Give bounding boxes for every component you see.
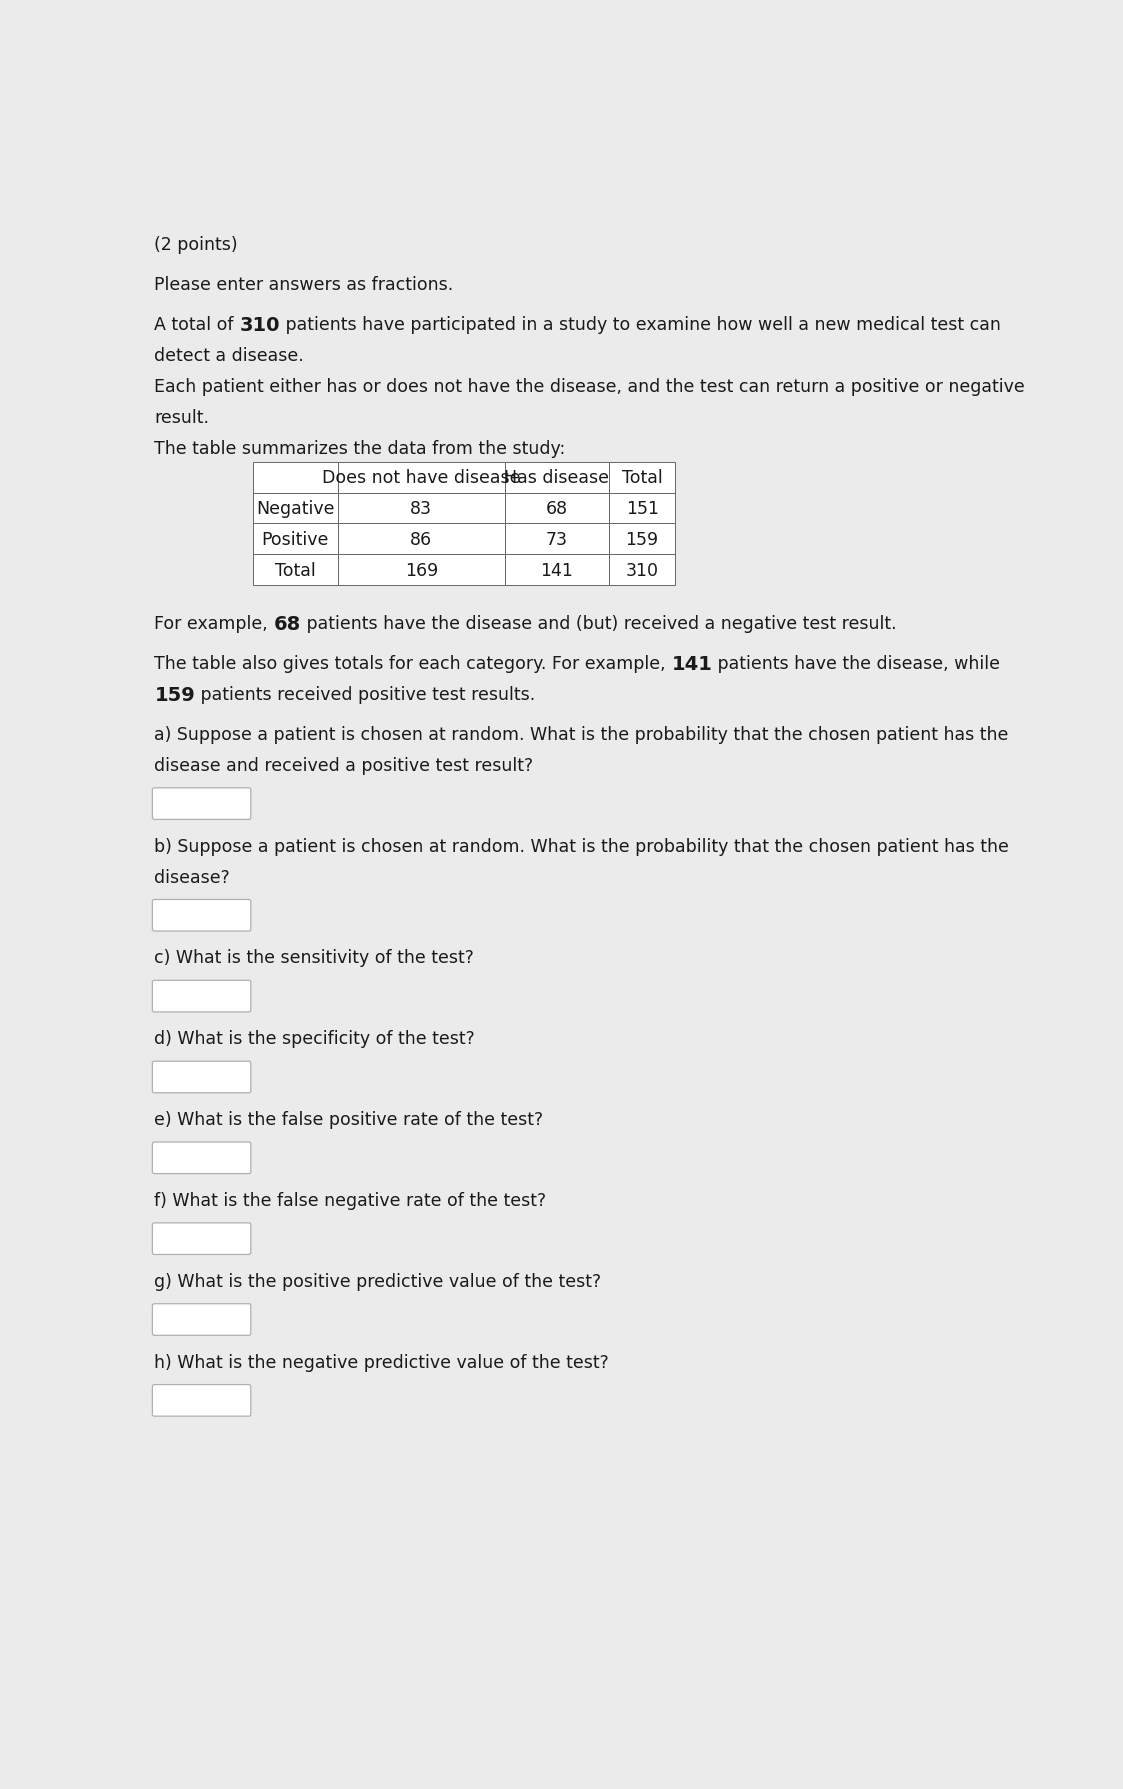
Text: result.: result. [154, 408, 209, 426]
Text: 68: 68 [546, 499, 568, 517]
Text: c) What is the sensitivity of the test?: c) What is the sensitivity of the test? [154, 948, 474, 966]
Text: 169: 169 [404, 562, 438, 580]
FancyBboxPatch shape [153, 900, 250, 932]
Text: 141: 141 [672, 655, 712, 674]
Text: patients have participated in a study to examine how well a new medical test can: patients have participated in a study to… [280, 317, 1001, 335]
Bar [338, 555, 504, 585]
Text: 73: 73 [546, 531, 568, 549]
Bar [610, 524, 675, 555]
Bar [610, 555, 675, 585]
Text: f) What is the false negative rate of the test?: f) What is the false negative rate of th… [154, 1191, 547, 1209]
Text: detect a disease.: detect a disease. [154, 347, 304, 365]
Bar [338, 524, 504, 555]
FancyBboxPatch shape [153, 1224, 250, 1254]
Text: 159: 159 [626, 531, 659, 549]
Text: 159: 159 [154, 685, 195, 705]
Text: 83: 83 [410, 499, 432, 517]
Text: 310: 310 [239, 317, 280, 335]
Text: Does not have disease: Does not have disease [322, 469, 521, 487]
Text: 86: 86 [410, 531, 432, 549]
Text: disease?: disease? [154, 868, 230, 886]
Bar [253, 463, 338, 494]
FancyBboxPatch shape [153, 1385, 250, 1417]
Text: b) Suppose a patient is chosen at random. What is the probability that the chose: b) Suppose a patient is chosen at random… [154, 837, 1010, 855]
Text: Please enter answers as fractions.: Please enter answers as fractions. [154, 276, 454, 293]
Text: The table also gives totals for each category. For example,: The table also gives totals for each cat… [154, 655, 672, 673]
Text: g) What is the positive predictive value of the test?: g) What is the positive predictive value… [154, 1272, 602, 1290]
FancyBboxPatch shape [153, 980, 250, 1013]
Text: h) What is the negative predictive value of the test?: h) What is the negative predictive value… [154, 1352, 609, 1370]
Text: d) What is the specificity of the test?: d) What is the specificity of the test? [154, 1030, 475, 1048]
Text: patients have the disease and (but) received a negative test result.: patients have the disease and (but) rece… [301, 615, 896, 633]
Text: (2 points): (2 points) [154, 236, 238, 254]
Text: 141: 141 [540, 562, 574, 580]
FancyBboxPatch shape [153, 789, 250, 819]
Bar [610, 494, 675, 524]
Text: disease and received a positive test result?: disease and received a positive test res… [154, 757, 533, 775]
FancyBboxPatch shape [153, 1061, 250, 1093]
Bar [504, 463, 610, 494]
Bar [504, 555, 610, 585]
Text: Each patient either has or does not have the disease, and the test can return a : Each patient either has or does not have… [154, 377, 1025, 395]
Text: 68: 68 [274, 615, 301, 633]
Text: Positive: Positive [262, 531, 329, 549]
Text: patients have the disease, while: patients have the disease, while [712, 655, 1001, 673]
Bar [253, 524, 338, 555]
Bar [504, 524, 610, 555]
Bar [338, 494, 504, 524]
Bar [338, 463, 504, 494]
Bar [253, 555, 338, 585]
FancyBboxPatch shape [153, 1304, 250, 1336]
Text: Negative: Negative [256, 499, 335, 517]
Text: a) Suppose a patient is chosen at random. What is the probability that the chose: a) Suppose a patient is chosen at random… [154, 726, 1008, 744]
Bar [610, 463, 675, 494]
FancyBboxPatch shape [153, 1143, 250, 1174]
Text: 151: 151 [626, 499, 659, 517]
Text: e) What is the false positive rate of the test?: e) What is the false positive rate of th… [154, 1111, 544, 1129]
Text: Total: Total [622, 469, 663, 487]
Text: 310: 310 [626, 562, 659, 580]
Text: For example,: For example, [154, 615, 274, 633]
Text: A total of: A total of [154, 317, 239, 335]
Text: Total: Total [275, 562, 316, 580]
Text: The table summarizes the data from the study:: The table summarizes the data from the s… [154, 440, 566, 458]
Bar [504, 494, 610, 524]
Text: patients received positive test results.: patients received positive test results. [195, 685, 536, 703]
Bar [253, 494, 338, 524]
Text: Has disease: Has disease [504, 469, 610, 487]
